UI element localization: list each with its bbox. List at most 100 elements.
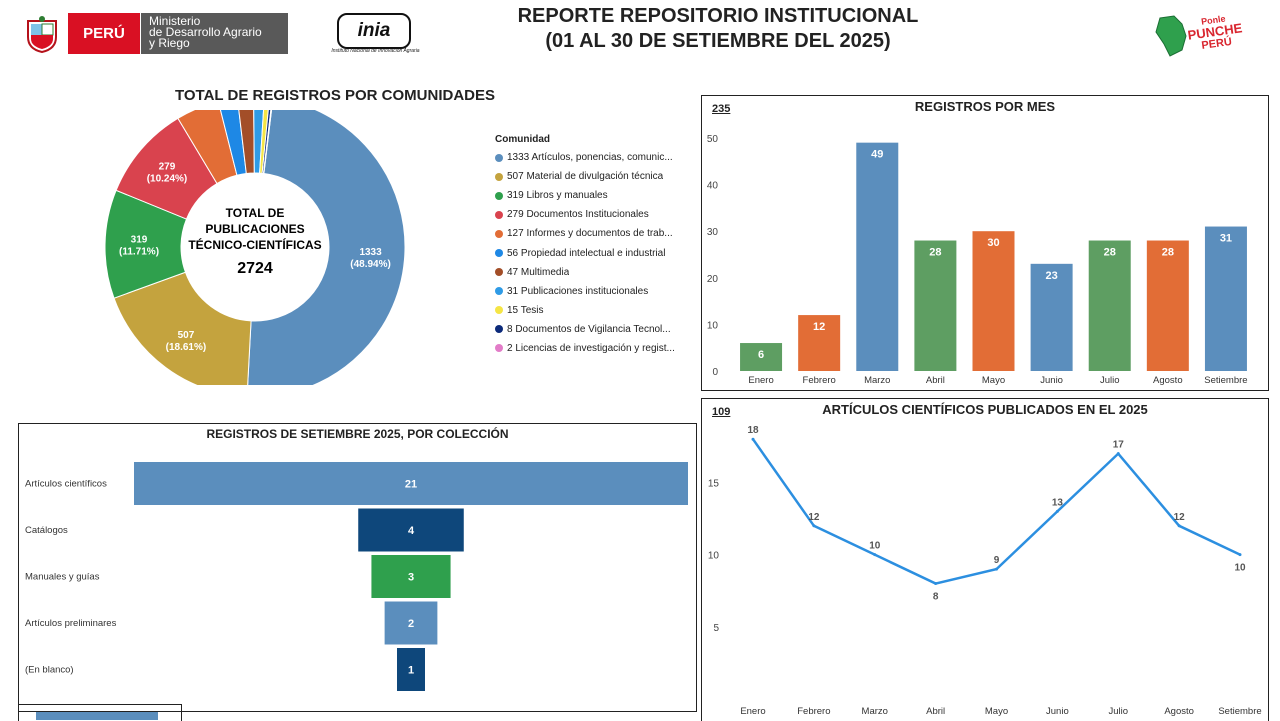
shield-emblem-icon <box>27 16 57 53</box>
line-value-label-0: 18 <box>747 425 759 436</box>
funnel-bar-4[interactable] <box>397 648 425 691</box>
funnel-bar-1[interactable] <box>358 508 464 552</box>
legend-item-10[interactable]: 2 Licencias de investigación y regist... <box>495 339 695 358</box>
line-point-Setiembre[interactable] <box>1238 553 1242 557</box>
line-point-Agosto[interactable] <box>1177 524 1181 528</box>
bar-xtick-4: Mayo <box>982 375 1005 386</box>
legend-item-2[interactable]: 319 Libros y manuales <box>495 186 695 205</box>
bottom-card-bar <box>36 712 158 720</box>
line-value-label-2: 10 <box>869 541 881 552</box>
funnel-bar-3[interactable] <box>384 601 438 645</box>
line-xtick-7: Agosto <box>1164 706 1194 717</box>
legend-dot-icon <box>495 191 503 200</box>
line-point-Marzo[interactable] <box>873 553 877 557</box>
bar-ytick-1: 10 <box>707 320 719 331</box>
legend-item-0[interactable]: 1333 Artículos, ponencias, comunic... <box>495 148 695 167</box>
bar-ytick-0: 0 <box>712 367 718 378</box>
funnel-category-label-2: Manuales y guías <box>25 572 100 583</box>
line-ytick-1: 10 <box>708 551 720 562</box>
legend-label: 507 Material de divulgación técnica <box>507 171 664 183</box>
legend-item-4[interactable]: 127 Informes y documentos de trab... <box>495 224 695 243</box>
line-value-label-4: 9 <box>994 555 1000 566</box>
legend-label: 127 Informes y documentos de trab... <box>507 228 673 240</box>
peru-map-icon <box>1155 15 1187 57</box>
report-title: REPORTE REPOSITORIO INSTITUCIONAL (01 AL… <box>440 4 996 54</box>
peru-ministry-logo: PERÚ Ministerio de Desarrollo Agrario y … <box>22 13 288 54</box>
legend-dot-icon <box>495 153 503 162</box>
line-value-label-5: 13 <box>1052 497 1064 508</box>
articles-line-chart-title: ARTÍCULOS CIENTÍFICOS PUBLICADOS EN EL 2… <box>822 402 1148 417</box>
line-point-Julio[interactable] <box>1116 452 1120 456</box>
legend-dot-icon <box>495 268 503 277</box>
legend-label: 15 Tesis <box>507 304 544 316</box>
line-point-Junio[interactable] <box>1055 509 1059 513</box>
legend-item-6[interactable]: 47 Multimedia <box>495 263 695 282</box>
bar-ytick-4: 40 <box>707 181 719 192</box>
ministry-name: Ministerio de Desarrollo Agrario y Riego <box>141 13 288 54</box>
line-ytick-2: 15 <box>708 479 720 490</box>
line-point-Enero[interactable] <box>751 437 755 441</box>
inia-subtitle: Instituto Nacional de Innovación Agraria <box>331 48 420 54</box>
bar-Julio[interactable] <box>1088 240 1131 371</box>
line-point-Abril[interactable] <box>934 582 938 586</box>
bar-Enero[interactable] <box>740 343 783 371</box>
line-xtick-0: Enero <box>740 706 765 717</box>
legend-dot-icon <box>495 249 503 258</box>
line-xtick-4: Mayo <box>985 706 1008 717</box>
legend-label: 2 Licencias de investigación y regist... <box>507 342 675 354</box>
legend-item-5[interactable]: 56 Propiedad intelectual e industrial <box>495 243 695 262</box>
articles-total-note: 109 <box>712 406 731 418</box>
funnel-bar-0[interactable] <box>134 462 688 505</box>
line-xtick-6: Julio <box>1108 706 1128 717</box>
monthly-bar-chart: 0 10 20 30 40 50 6 Enero 12 Febrero 49 Marzo 28 Abril… <box>707 134 1248 386</box>
donut-chart: 1333(48.94%) 507(18.61%) 319(11.71%) 279(10… <box>104 110 406 385</box>
legend-dot-icon <box>495 210 503 219</box>
legend-dot-icon <box>495 172 503 181</box>
inia-logo-text: inia <box>337 13 411 49</box>
bar-Agosto[interactable] <box>1146 240 1189 371</box>
line-value-label-6: 17 <box>1113 440 1125 451</box>
legend-item-3[interactable]: 279 Documentos Institucionales <box>495 205 695 224</box>
donut-pct-label-1: (18.61%) <box>166 342 207 353</box>
bar-xtick-7: Agosto <box>1153 375 1183 386</box>
bar-Setiembre[interactable] <box>1204 226 1247 371</box>
donut-value-label-3: 279 <box>159 161 176 172</box>
bar-ytick-2: 20 <box>707 274 719 285</box>
donut-center-line3: TÉCNICO-CIENTÍFICAS <box>188 237 321 252</box>
ponle-punche-peru-logo: Ponle PUNCHE PERÚ <box>1152 10 1250 60</box>
donut-legend: Comunidad 1333 Artículos, ponencias, com… <box>495 134 695 358</box>
bar-ytick-5: 50 <box>707 134 719 145</box>
bar-ytick-3: 30 <box>707 227 719 238</box>
line-xtick-8: Setiembre <box>1218 706 1261 717</box>
line-xtick-1: Febrero <box>797 706 830 717</box>
bar-xtick-6: Julio <box>1100 375 1120 386</box>
legend-label: 47 Multimedia <box>507 266 570 278</box>
report-title-line1: REPORTE REPOSITORIO INSTITUCIONAL <box>517 5 919 27</box>
line-point-Mayo[interactable] <box>995 567 998 571</box>
legend-dot-icon <box>495 325 503 334</box>
funnel-bar-2[interactable] <box>371 555 451 598</box>
line-point-Febrero[interactable] <box>812 524 816 528</box>
donut-chart-title: TOTAL DE REGISTROS POR COMUNIDADES <box>174 87 496 104</box>
donut-value-label-1: 507 <box>178 330 195 341</box>
monthly-total-note: 235 <box>712 103 731 115</box>
legend-item-1[interactable]: 507 Material de divulgación técnica <box>495 167 695 186</box>
bar-Marzo[interactable] <box>856 142 899 371</box>
bar-Mayo[interactable] <box>972 231 1015 371</box>
donut-slice-0[interactable] <box>247 110 406 385</box>
bar-Abril[interactable] <box>914 240 957 371</box>
bar-Febrero[interactable] <box>798 315 841 371</box>
legend-label: 8 Documentos de Vigilancia Tecnol... <box>507 323 671 335</box>
legend-title: Comunidad <box>495 134 550 145</box>
bar-value-label-8: 31 <box>1220 233 1232 245</box>
line-value-label-8: 10 <box>1234 563 1246 574</box>
legend-item-7[interactable]: 31 Publicaciones institucionales <box>495 282 695 301</box>
funnel-category-label-3: Artículos preliminares <box>25 618 117 629</box>
legend-label: 319 Libros y manuales <box>507 190 608 202</box>
legend-item-9[interactable]: 8 Documentos de Vigilancia Tecnol... <box>495 320 695 339</box>
legend-item-8[interactable]: 15 Tesis <box>495 301 695 320</box>
legend-dot-icon <box>495 344 503 353</box>
bar-xtick-0: Enero <box>748 375 773 386</box>
bar-Junio[interactable] <box>1030 263 1073 371</box>
peru-label: PERÚ <box>68 13 140 54</box>
